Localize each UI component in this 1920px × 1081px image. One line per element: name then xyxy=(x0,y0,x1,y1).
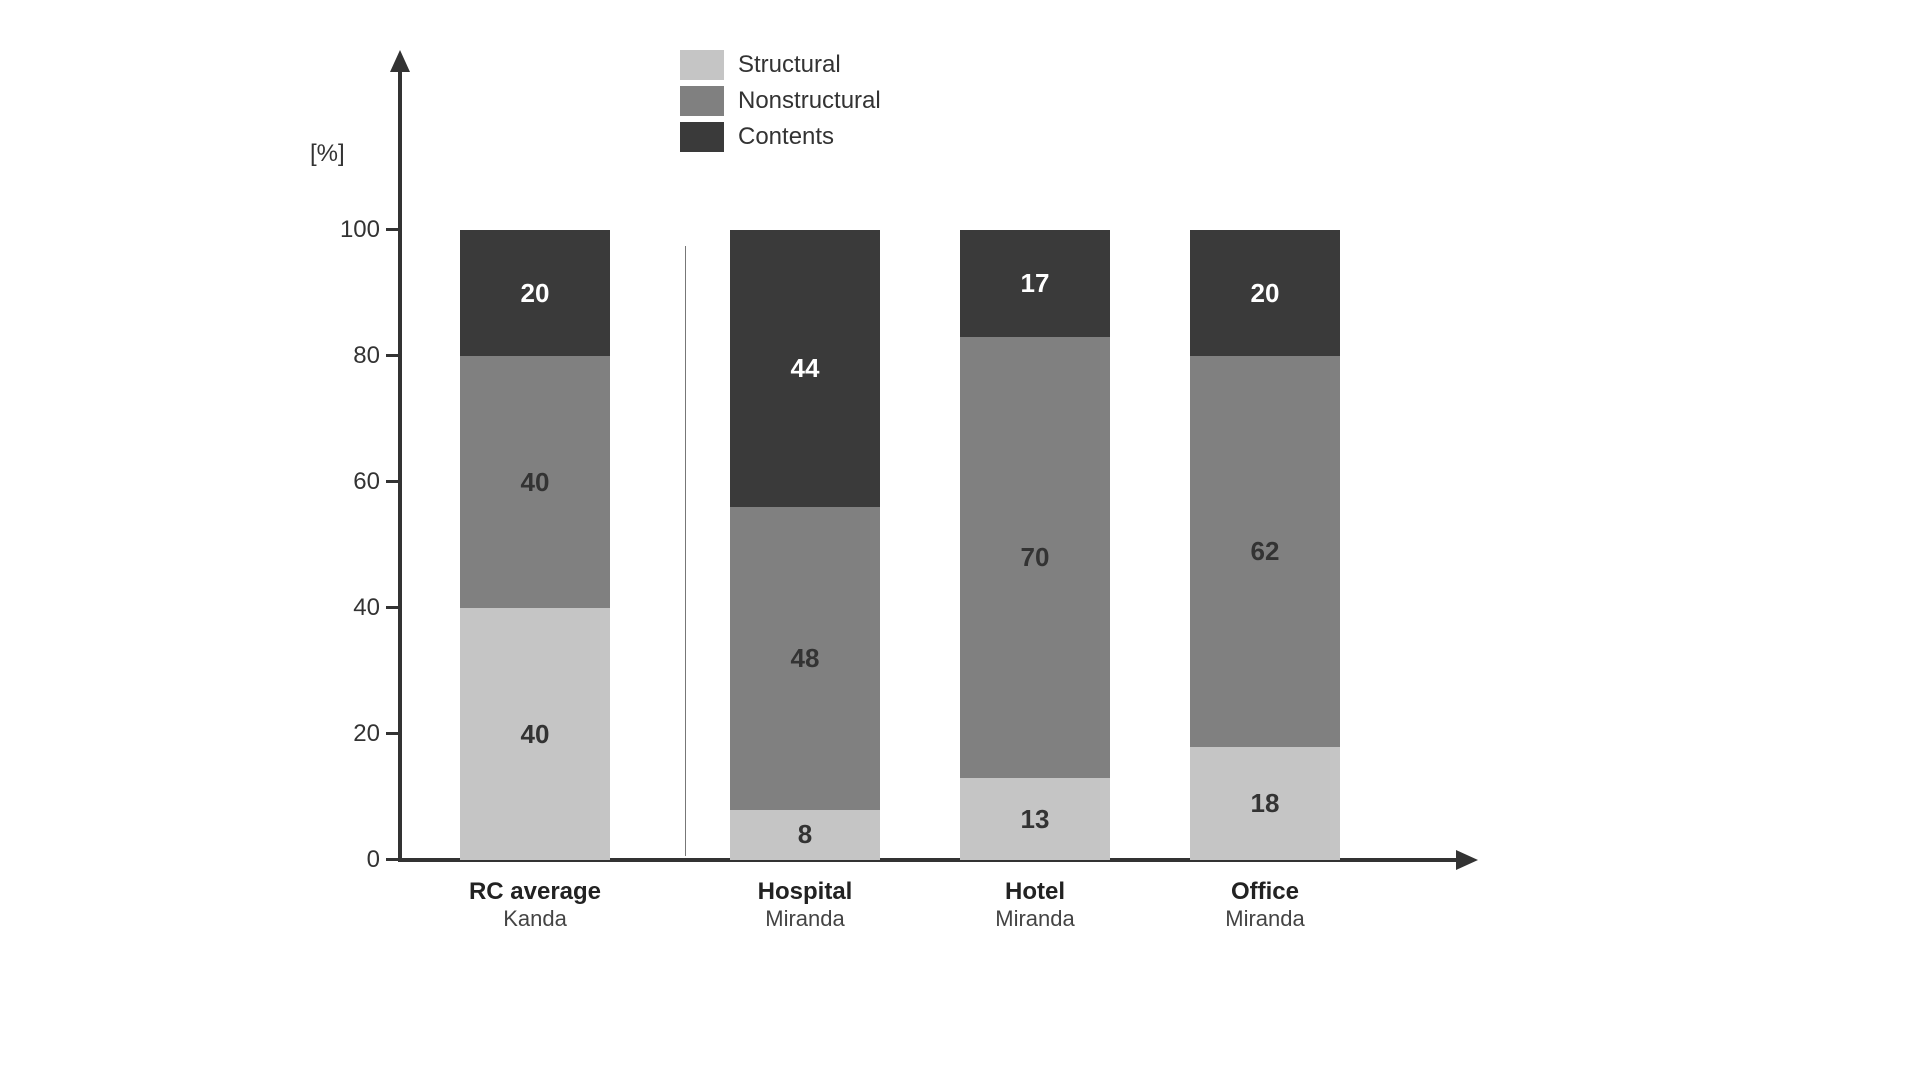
category-label-main: Hotel xyxy=(935,878,1135,906)
bar-segment-structural: 40 xyxy=(460,608,610,860)
bar-segment-nonstructural: 40 xyxy=(460,356,610,608)
category-label: HotelMiranda xyxy=(935,878,1135,932)
bar-segment-contents: 20 xyxy=(1190,230,1340,356)
y-tick xyxy=(386,480,400,483)
bar-value-label: 8 xyxy=(798,819,812,850)
bar-segment-nonstructural: 70 xyxy=(960,337,1110,778)
group-divider xyxy=(685,246,686,856)
legend-swatch-icon xyxy=(680,86,724,116)
y-tick-label: 100 xyxy=(320,216,380,244)
legend-label: Contents xyxy=(738,123,834,151)
y-tick xyxy=(386,732,400,735)
y-tick-label: 80 xyxy=(320,342,380,370)
bar-value-label: 40 xyxy=(521,719,550,750)
legend-item: Structural xyxy=(680,50,881,80)
legend-label: Structural xyxy=(738,51,841,79)
category-label-sub: Kanda xyxy=(435,906,635,932)
category-label-main: Hospital xyxy=(705,878,905,906)
y-tick xyxy=(386,228,400,231)
plot-area: 02040608010040402084844137017186220 xyxy=(400,230,1400,860)
bar-value-label: 70 xyxy=(1021,542,1050,573)
bar-value-label: 44 xyxy=(791,353,820,384)
category-label-sub: Miranda xyxy=(705,906,905,932)
bar-value-label: 62 xyxy=(1251,536,1280,567)
category-label-main: Office xyxy=(1165,878,1365,906)
bar-segment-contents: 20 xyxy=(460,230,610,356)
y-tick-label: 40 xyxy=(320,594,380,622)
y-axis-arrow-icon xyxy=(390,50,410,72)
bar-value-label: 20 xyxy=(521,278,550,309)
bar-value-label: 40 xyxy=(521,467,550,498)
bar-value-label: 18 xyxy=(1251,788,1280,819)
y-tick xyxy=(386,606,400,609)
bar-value-label: 17 xyxy=(1021,268,1050,299)
x-axis-arrow-icon xyxy=(1456,850,1478,870)
bar-value-label: 20 xyxy=(1251,278,1280,309)
category-label: HospitalMiranda xyxy=(705,878,905,932)
bar-segment-nonstructural: 62 xyxy=(1190,356,1340,747)
category-label: OfficeMiranda xyxy=(1165,878,1365,932)
bar-segment-structural: 18 xyxy=(1190,747,1340,860)
bar-segment-structural: 13 xyxy=(960,778,1110,860)
stacked-bar-chart: StructuralNonstructuralContents [%] 0204… xyxy=(280,40,1480,990)
bar-segment-contents: 44 xyxy=(730,230,880,507)
bar: 8 48 44 xyxy=(730,230,880,860)
bar: 18 62 20 xyxy=(1190,230,1340,860)
legend-item: Nonstructural xyxy=(680,86,881,116)
bar-value-label: 13 xyxy=(1021,804,1050,835)
category-label-sub: Miranda xyxy=(935,906,1135,932)
category-label-sub: Miranda xyxy=(1165,906,1365,932)
y-tick-label: 60 xyxy=(320,468,380,496)
y-tick-label: 0 xyxy=(320,846,380,874)
bar-segment-structural: 8 xyxy=(730,810,880,860)
category-label: RC averageKanda xyxy=(435,878,635,932)
y-axis-unit-label: [%] xyxy=(310,140,345,168)
bar-value-label: 48 xyxy=(791,643,820,674)
y-axis xyxy=(398,70,402,860)
bar-segment-contents: 17 xyxy=(960,230,1110,337)
y-tick-label: 20 xyxy=(320,720,380,748)
legend-label: Nonstructural xyxy=(738,87,881,115)
legend-swatch-icon xyxy=(680,50,724,80)
legend-swatch-icon xyxy=(680,122,724,152)
legend-item: Contents xyxy=(680,122,881,152)
y-tick xyxy=(386,354,400,357)
category-label-main: RC average xyxy=(435,878,635,906)
y-tick xyxy=(386,858,400,861)
bar: 13 70 17 xyxy=(960,230,1110,860)
bar-segment-nonstructural: 48 xyxy=(730,507,880,809)
legend: Structural Nonstructural Contents xyxy=(680,50,881,158)
bar: 40 40 20 xyxy=(460,230,610,860)
